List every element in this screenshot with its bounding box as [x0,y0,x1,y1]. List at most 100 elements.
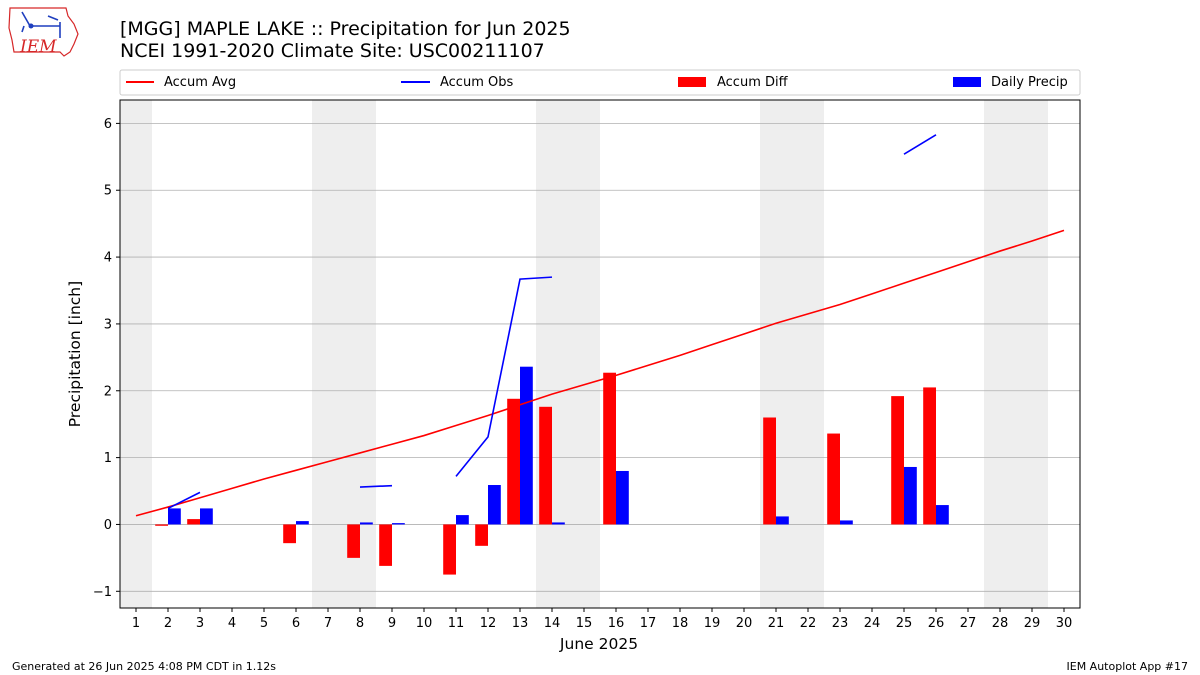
grid-lines [120,122,1080,592]
weekend-band-21 [760,100,792,608]
ytick-label-1: 1 [104,451,112,466]
bars [155,366,949,575]
x-axis-ticks: 1 2 3 4 5 6 7 8 9 10 11 12 13 14 15 16 17 18 19 20 21 22 23 24 2… [132,608,1072,631]
daily-precip-bar-day-12 [488,485,501,525]
accum-diff-bar-day-3 [187,519,200,525]
daily-precip-bar-day-14 [552,522,565,525]
weekend-band-22 [792,100,824,608]
accum-diff-bar-day-6 [283,524,296,544]
xtick-label-29: 29 [1024,616,1041,631]
legend-label-accum-obs: Accum Obs [440,75,513,90]
accum-diff-bar-day-26 [923,387,936,525]
xtick-label-27: 27 [960,616,977,631]
iem-logo: IEM [8,7,79,57]
daily-precip-bar-day-11 [456,515,469,525]
legend-swatch-accum-diff [678,77,706,87]
xtick-label-20: 20 [736,616,753,631]
ytick-label-0: 0 [104,518,112,533]
xtick-label-22: 22 [800,616,817,631]
legend: Accum Avg Accum Obs Accum Diff Daily Pre… [119,69,1081,96]
daily-precip-bar-day-9 [392,523,405,525]
daily-precip-bar-day-6 [296,521,309,525]
xtick-label-16: 16 [608,616,625,631]
xtick-label-13: 13 [512,616,529,631]
accum-diff-bar-day-21 [763,417,776,525]
xtick-label-6: 6 [292,616,300,631]
daily-precip-bar-day-26 [936,505,949,525]
xtick-label-17: 17 [640,616,657,631]
xtick-label-18: 18 [672,616,689,631]
xtick-label-24: 24 [864,616,881,631]
weekend-band-14 [536,100,568,608]
xtick-label-25: 25 [896,616,913,631]
legend-label-accum-avg: Accum Avg [164,75,236,90]
ytick-label-3: 3 [104,317,112,332]
xtick-label-15: 15 [576,616,593,631]
legend-swatch-daily-precip [953,77,981,87]
daily-precip-bar-day-16 [616,470,629,525]
weekend-band-1 [120,100,152,608]
accum-obs-segment-1 [167,491,201,510]
daily-precip-bar-day-25 [904,466,917,525]
accum-obs-segment-2 [359,484,393,488]
accum-diff-bar-day-12 [475,524,488,546]
xtick-label-30: 30 [1056,616,1073,631]
xtick-label-2: 2 [164,616,172,631]
accum-diff-bar-day-13 [507,398,520,525]
weekend-band-29 [1016,100,1048,608]
legend-frame [119,69,1081,96]
ytick-label--1: −1 [93,585,112,600]
ytick-label-6: 6 [104,117,112,132]
xtick-label-19: 19 [704,616,721,631]
accum-diff-bar-day-23 [827,433,840,525]
chart-title: [MGG] MAPLE LAKE :: Precipitation for Ju… [120,18,571,40]
xtick-label-28: 28 [992,616,1009,631]
ytick-label-5: 5 [104,184,112,199]
lines [135,134,1065,517]
accum-diff-bar-day-16 [603,372,616,525]
daily-precip-bar-day-21 [776,516,789,525]
xtick-label-4: 4 [228,616,236,631]
accum-obs-segment-4 [903,134,937,155]
footer-app: IEM Autoplot App #17 [1067,660,1189,673]
xtick-label-23: 23 [832,616,849,631]
accum-diff-bar-day-14 [539,406,552,525]
weather-station-glyph [21,11,61,38]
daily-precip-bar-day-3 [200,508,213,525]
xtick-label-1: 1 [132,616,140,631]
xtick-label-12: 12 [480,616,497,631]
xtick-label-3: 3 [196,616,204,631]
weekend-band-15 [568,100,600,608]
accum-avg-line [135,229,1065,517]
iowa-outline [8,7,79,57]
xtick-label-9: 9 [388,616,396,631]
plot-frame [119,99,1081,609]
accum-diff-bar-day-11 [443,524,456,575]
xtick-label-26: 26 [928,616,945,631]
daily-precip-bar-day-8 [360,522,373,525]
weekend-band-28 [984,100,1016,608]
x-axis-label: June 2025 [559,635,638,653]
xtick-label-21: 21 [768,616,785,631]
ytick-label-2: 2 [104,384,112,399]
daily-precip-bar-day-13 [520,366,533,525]
xtick-label-7: 7 [324,616,332,631]
daily-precip-bar-day-2 [168,508,181,525]
logo-text: IEM [19,37,57,57]
accum-diff-bar-day-2 [155,524,168,526]
xtick-label-10: 10 [416,616,433,631]
accum-diff-bar-day-9 [379,524,392,566]
station-dot [28,23,34,29]
accum-diff-bar-day-25 [891,396,904,525]
weekend-band-7 [312,100,344,608]
xtick-label-5: 5 [260,616,268,631]
accum-diff-bar-day-8 [347,524,360,558]
y-axis-label: Precipitation [inch] [66,281,84,427]
weekend-shading [120,100,1048,608]
chart-subtitle: NCEI 1991-2020 Climate Site: USC00211107 [120,40,545,62]
footer-generated: Generated at 26 Jun 2025 4:08 PM CDT in … [12,660,276,673]
daily-precip-bar-day-23 [840,520,853,525]
xtick-label-11: 11 [448,616,465,631]
accum-obs-segment-3 [455,276,553,477]
